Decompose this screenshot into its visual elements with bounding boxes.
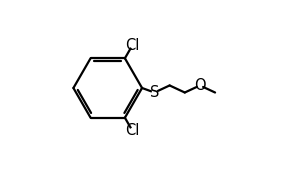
Text: O: O [194, 78, 206, 93]
Text: Cl: Cl [125, 123, 140, 138]
Text: S: S [150, 85, 159, 100]
Text: Cl: Cl [125, 38, 140, 53]
